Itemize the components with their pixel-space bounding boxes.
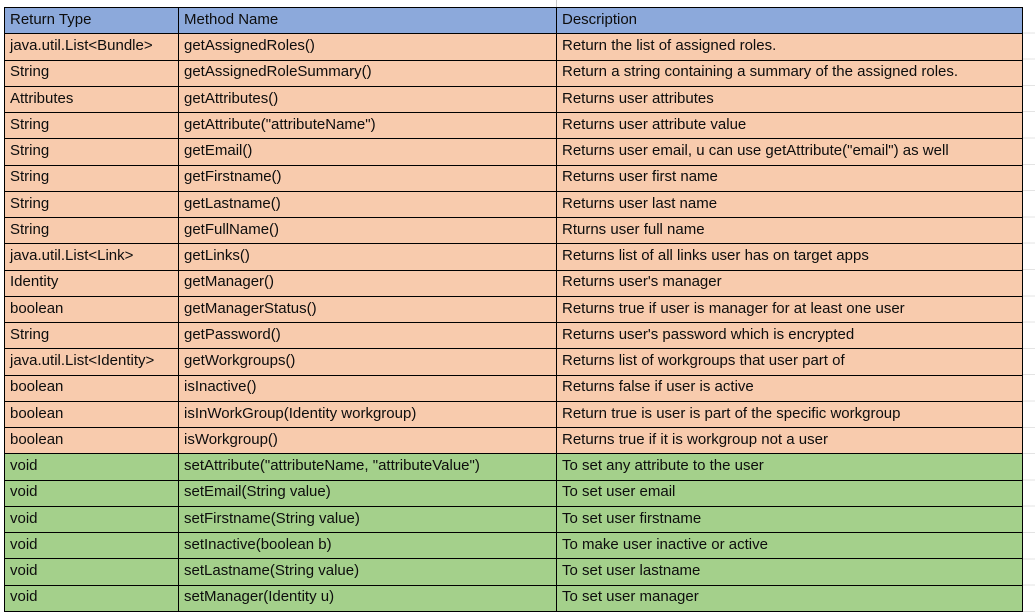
cell-method-name: getManagerStatus() — [178, 295, 557, 324]
column-header-method-name: Method Name — [178, 6, 557, 35]
cell-method-name: setEmail(String value) — [178, 479, 557, 507]
cell-description: Returns true if it is workgroup not a us… — [556, 426, 1023, 455]
cell-method-name: setManager(Identity u) — [178, 584, 557, 612]
cell-description: To set user lastname — [556, 558, 1023, 586]
table-row: java.util.List<Bundle> getAssignedRoles(… — [4, 33, 1023, 61]
table-row: boolean getManagerStatus() Returns true … — [4, 295, 1023, 324]
table-row: Attributes getAttributes() Returns user … — [4, 85, 1023, 114]
cell-method-name: setAttribute("attributeName, "attributeV… — [178, 453, 557, 481]
table-row: String getFirstname() Returns user first… — [4, 164, 1023, 192]
table-row: String getLastname() Returns user last n… — [4, 190, 1023, 219]
cell-return-type: String — [4, 321, 179, 350]
table-header: Return Type Method Name Description — [4, 6, 1023, 35]
table-row: boolean isInactive() Returns false if us… — [4, 374, 1023, 402]
cell-return-type: String — [4, 190, 179, 219]
cell-description: Returns list of workgroups that user par… — [556, 348, 1023, 376]
cell-return-type: void — [4, 505, 179, 534]
gridline-remnant-right — [1022, 7, 1035, 612]
cell-description: Returns true if user is manager for at l… — [556, 295, 1023, 324]
cell-return-type: String — [4, 138, 179, 166]
cell-return-type: boolean — [4, 295, 179, 324]
cell-return-type: String — [4, 59, 179, 87]
cell-method-name: getLastname() — [178, 190, 557, 219]
table-row: void setInactive(boolean b) To make user… — [4, 531, 1023, 560]
cell-return-type: void — [4, 584, 179, 612]
header-row: Return Type Method Name Description — [4, 6, 1023, 35]
table-row: Identity getManager() Returns user's man… — [4, 269, 1023, 297]
cell-method-name: getAssignedRoleSummary() — [178, 59, 557, 87]
cell-description: Returns user email, u can use getAttribu… — [556, 138, 1023, 166]
cell-description: Rturns user full name — [556, 216, 1023, 245]
table-body: java.util.List<Bundle> getAssignedRoles(… — [4, 33, 1023, 612]
table-row: void setFirstname(String value) To set u… — [4, 505, 1023, 534]
cell-return-type: String — [4, 111, 179, 140]
cell-description: Returns list of all links user has on ta… — [556, 243, 1023, 271]
cell-description: Returns user's manager — [556, 269, 1023, 297]
cell-description: Returns user attributes — [556, 85, 1023, 114]
cell-return-type: boolean — [4, 374, 179, 402]
cell-method-name: isWorkgroup() — [178, 426, 557, 455]
table-row: java.util.List<Link> getLinks() Returns … — [4, 243, 1023, 271]
column-header-description: Description — [556, 6, 1023, 35]
table-row: void setManager(Identity u) To set user … — [4, 584, 1023, 612]
table-row: String getPassword() Returns user's pass… — [4, 321, 1023, 350]
cell-description: Returns user attribute value — [556, 111, 1023, 140]
cell-method-name: getManager() — [178, 269, 557, 297]
cell-method-name: setFirstname(String value) — [178, 505, 557, 534]
cell-method-name: getEmail() — [178, 138, 557, 166]
cell-method-name: getAssignedRoles() — [178, 33, 557, 61]
table-row: String getAssignedRoleSummary() Return a… — [4, 59, 1023, 87]
cell-method-name: setLastname(String value) — [178, 558, 557, 586]
cell-method-name: getPassword() — [178, 321, 557, 350]
cell-description: Returns user's password which is encrypt… — [556, 321, 1023, 350]
cell-method-name: getAttributes() — [178, 85, 557, 114]
cell-return-type: java.util.List<Link> — [4, 243, 179, 271]
cell-description: To set user firstname — [556, 505, 1023, 534]
cell-return-type: void — [4, 479, 179, 507]
table-row: boolean isWorkgroup() Returns true if it… — [4, 426, 1023, 455]
cell-description: To set any attribute to the user — [556, 453, 1023, 481]
cell-method-name: getFullName() — [178, 216, 557, 245]
cell-description: To set user email — [556, 479, 1023, 507]
cell-return-type: boolean — [4, 400, 179, 429]
table-row: java.util.List<Identity> getWorkgroups()… — [4, 348, 1023, 376]
column-header-return-type: Return Type — [4, 6, 179, 35]
cell-description: Return the list of assigned roles. — [556, 33, 1023, 61]
cell-method-name: isInactive() — [178, 374, 557, 402]
cell-description: Returns user first name — [556, 164, 1023, 192]
table-row: void setLastname(String value) To set us… — [4, 558, 1023, 586]
table-row: String getEmail() Returns user email, u … — [4, 138, 1023, 166]
cell-return-type: String — [4, 216, 179, 245]
table-row: String getAttribute("attributeName") Ret… — [4, 111, 1023, 140]
cell-description: Return a string containing a summary of … — [556, 59, 1023, 87]
cell-return-type: java.util.List<Bundle> — [4, 33, 179, 61]
table-row: void setAttribute("attributeName, "attri… — [4, 453, 1023, 481]
cell-return-type: void — [4, 558, 179, 586]
cell-description: Return true is user is part of the speci… — [556, 400, 1023, 429]
cell-return-type: Attributes — [4, 85, 179, 114]
identity-api-methods-table: Return Type Method Name Description java… — [4, 6, 1023, 612]
cell-method-name: getAttribute("attributeName") — [178, 111, 557, 140]
cell-return-type: void — [4, 453, 179, 481]
cell-description: Returns false if user is active — [556, 374, 1023, 402]
cell-return-type: String — [4, 164, 179, 192]
cell-description: Returns user last name — [556, 190, 1023, 219]
gridline-remnant-top — [556, 0, 557, 7]
cell-return-type: void — [4, 531, 179, 560]
cell-method-name: getWorkgroups() — [178, 348, 557, 376]
cell-return-type: boolean — [4, 426, 179, 455]
cell-method-name: getLinks() — [178, 243, 557, 271]
cell-return-type: java.util.List<Identity> — [4, 348, 179, 376]
table-row: String getFullName() Rturns user full na… — [4, 216, 1023, 245]
cell-method-name: setInactive(boolean b) — [178, 531, 557, 560]
cell-description: To set user manager — [556, 584, 1023, 612]
cell-method-name: isInWorkGroup(Identity workgroup) — [178, 400, 557, 429]
cell-return-type: Identity — [4, 269, 179, 297]
table-row: void setEmail(String value) To set user … — [4, 479, 1023, 507]
cell-method-name: getFirstname() — [178, 164, 557, 192]
cell-description: To make user inactive or active — [556, 531, 1023, 560]
table-row: boolean isInWorkGroup(Identity workgroup… — [4, 400, 1023, 429]
